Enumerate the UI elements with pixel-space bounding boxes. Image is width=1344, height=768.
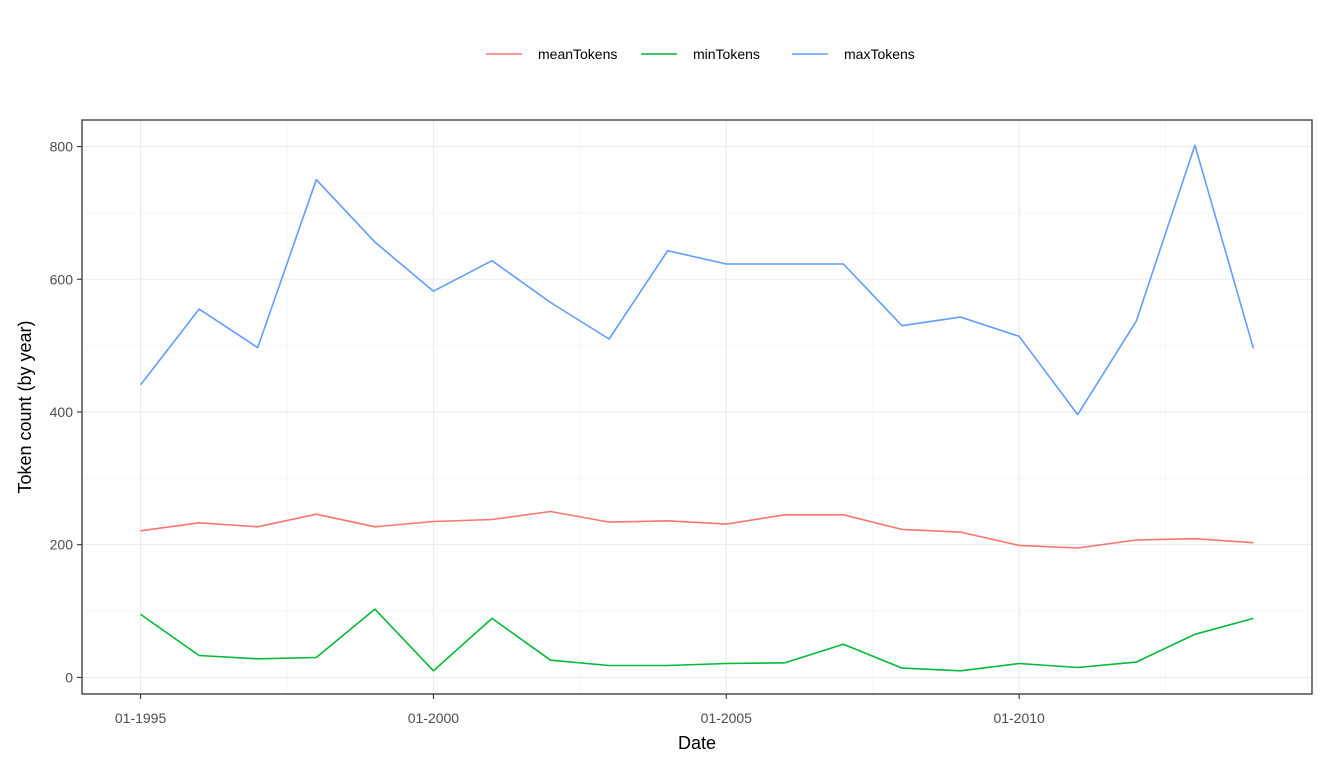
legend: meanTokens minTokens maxTokens bbox=[486, 46, 915, 62]
y-axis-title: Token count (by year) bbox=[15, 320, 35, 493]
plot-panel bbox=[81, 119, 1313, 695]
series-line-minTokens bbox=[140, 608, 1254, 672]
legend-label-minTokens: minTokens bbox=[693, 46, 760, 62]
x-tick-label: 01-2000 bbox=[408, 710, 460, 726]
legend-label-meanTokens: meanTokens bbox=[538, 46, 617, 62]
y-tick-label: 0 bbox=[65, 669, 73, 685]
series-lines bbox=[139, 144, 1255, 672]
x-tick-label: 01-2005 bbox=[701, 710, 753, 726]
series-line-maxTokens bbox=[139, 144, 1255, 416]
y-axis: 0 200 400 600 800 bbox=[50, 139, 82, 685]
plot-border bbox=[81, 119, 1313, 695]
x-axis-title: Date bbox=[678, 733, 716, 753]
y-tick-label: 800 bbox=[50, 139, 74, 155]
x-tick-label: 01-2010 bbox=[993, 710, 1045, 726]
x-tick-label: 01-1995 bbox=[115, 710, 167, 726]
y-tick-label: 600 bbox=[50, 271, 74, 287]
legend-label-maxTokens: maxTokens bbox=[844, 46, 915, 62]
y-tick-label: 200 bbox=[50, 537, 74, 553]
plot-background bbox=[82, 120, 1312, 694]
x-axis: 01-1995 01-2000 01-2005 01-2010 bbox=[115, 694, 1045, 726]
series-line-meanTokens bbox=[140, 510, 1254, 549]
y-tick-label: 400 bbox=[50, 404, 74, 420]
